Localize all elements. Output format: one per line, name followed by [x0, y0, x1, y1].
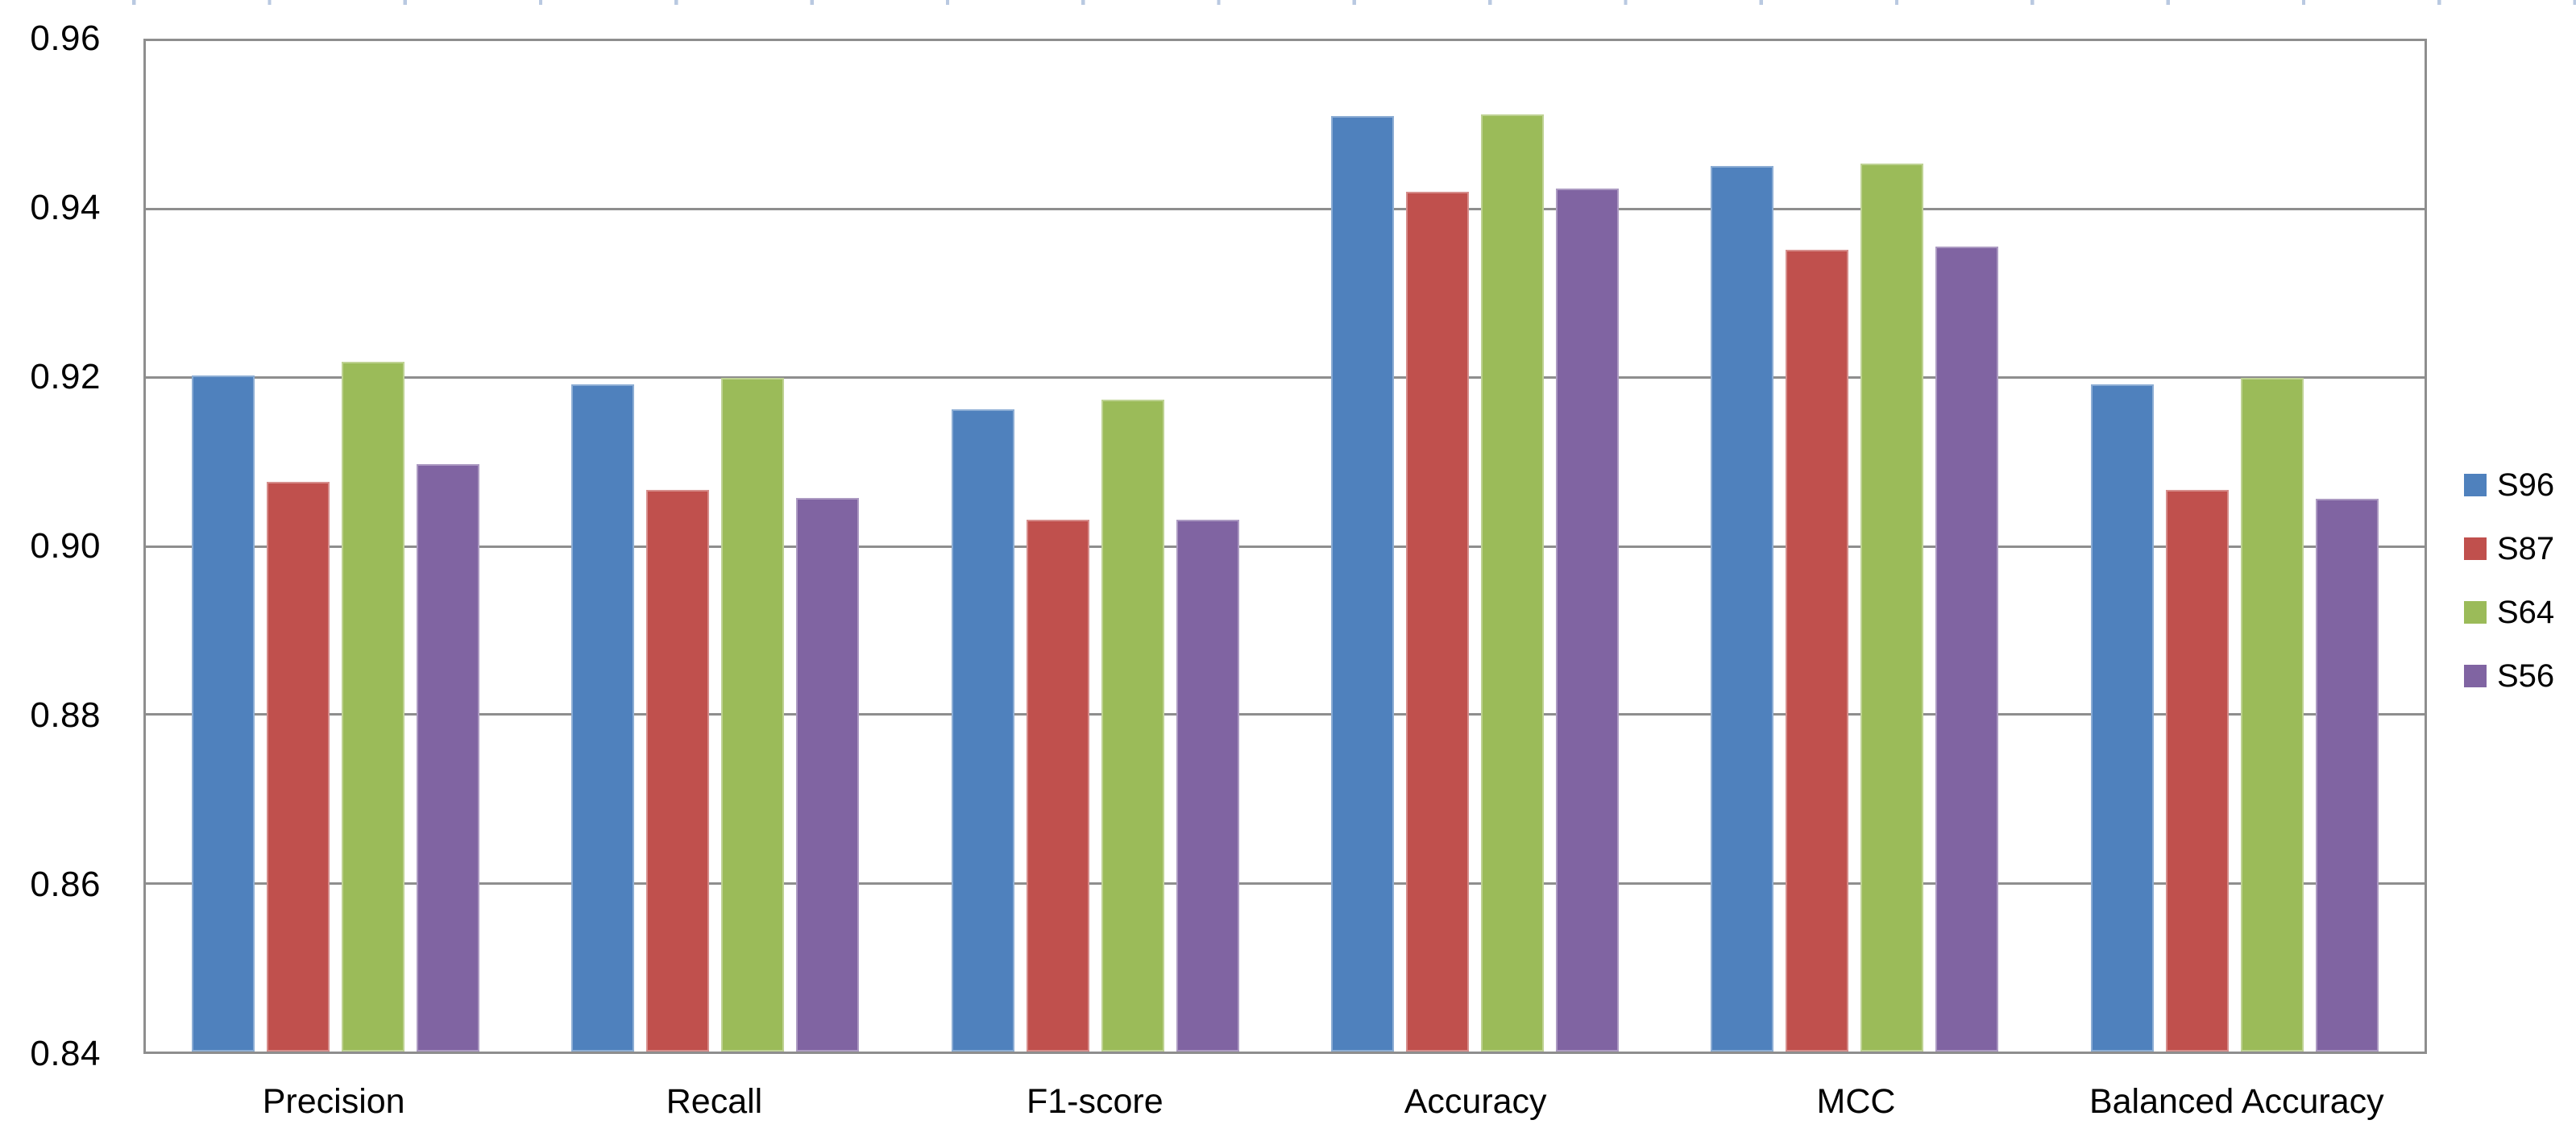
legend-swatch-icon [2464, 601, 2487, 624]
bar-S87-recall [646, 490, 710, 1052]
x-category-label: Accuracy [1404, 1082, 1547, 1121]
bar-S64-mcc [1860, 163, 1924, 1052]
legend-label: S56 [2497, 658, 2555, 694]
bar-group-recall [525, 41, 905, 1052]
legend-item-S96: S96 [2464, 467, 2555, 503]
bar-group-accuracy [1285, 41, 1665, 1052]
bar-S56-accuracy [1556, 188, 1620, 1052]
legend-item-S64: S64 [2464, 595, 2555, 630]
gridline [146, 545, 2425, 548]
legend-label: S64 [2497, 595, 2555, 630]
x-category-label: Recall [666, 1082, 763, 1121]
bar-S56-precision [417, 463, 480, 1052]
bar-S87-precision [267, 481, 330, 1052]
x-category-label: MCC [1816, 1082, 1896, 1121]
x-axis-labels: Precision Recall F1-score Accuracy MCC Balanc… [143, 1073, 2427, 1130]
y-tick-label: 0.96 [30, 19, 101, 58]
legend-item-S87: S87 [2464, 531, 2555, 566]
legend-item-S56: S56 [2464, 658, 2555, 694]
x-category-label: F1-score [1026, 1082, 1164, 1121]
bar-S56-recall [796, 498, 860, 1052]
bar-S64-balanced-accuracy [2240, 378, 2304, 1052]
y-tick-label: 0.92 [30, 357, 101, 396]
bar-S56-balanced-accuracy [2315, 499, 2379, 1052]
y-tick-label: 0.94 [30, 188, 101, 227]
legend: S96 S87 S64 S56 [2464, 467, 2555, 726]
legend-swatch-icon [2464, 474, 2487, 496]
bar-S64-precision [342, 362, 405, 1052]
gridlines [146, 41, 2425, 1052]
legend-swatch-icon [2464, 537, 2487, 560]
y-axis-labels: 0.96 0.94 0.92 0.90 0.88 0.86 0.84 [0, 0, 105, 1145]
bar-S87-accuracy [1406, 192, 1470, 1052]
gridline [146, 713, 2425, 716]
bar-S56-f1-score [1176, 519, 1239, 1052]
bar-groups [146, 41, 2425, 1052]
gridline [146, 208, 2425, 211]
x-category-label: Precision [262, 1082, 405, 1121]
bar-group-f1-score [906, 41, 1285, 1052]
bar-group-balanced-accuracy [2045, 41, 2425, 1052]
y-tick-label: 0.86 [30, 865, 101, 904]
bar-S96-balanced-accuracy [2090, 384, 2154, 1052]
plot-area [143, 39, 2427, 1054]
bar-S96-precision [192, 375, 255, 1052]
gridline [146, 376, 2425, 380]
y-tick-label: 0.88 [30, 695, 101, 735]
cropped-top-tick-marks [0, 0, 2576, 5]
legend-swatch-icon [2464, 665, 2487, 687]
bar-S87-f1-score [1026, 519, 1089, 1052]
gridline [146, 882, 2425, 885]
bar-S87-balanced-accuracy [2165, 490, 2229, 1052]
bar-group-precision [146, 41, 525, 1052]
bar-S64-accuracy [1481, 114, 1545, 1052]
legend-label: S96 [2497, 467, 2555, 503]
bar-S96-f1-score [951, 409, 1014, 1052]
bar-S87-mcc [1786, 250, 1849, 1052]
y-tick-label: 0.84 [30, 1034, 101, 1073]
bar-S96-recall [571, 384, 635, 1052]
bar-S96-accuracy [1331, 116, 1395, 1052]
bar-S56-mcc [1935, 246, 1999, 1052]
legend-label: S87 [2497, 531, 2555, 566]
bar-group-mcc [1665, 41, 2044, 1052]
bar-S64-recall [721, 378, 785, 1052]
bar-S64-f1-score [1101, 400, 1164, 1052]
bar-S96-mcc [1711, 165, 1774, 1052]
y-tick-label: 0.90 [30, 526, 101, 566]
x-category-label: Balanced Accuracy [2089, 1082, 2384, 1121]
